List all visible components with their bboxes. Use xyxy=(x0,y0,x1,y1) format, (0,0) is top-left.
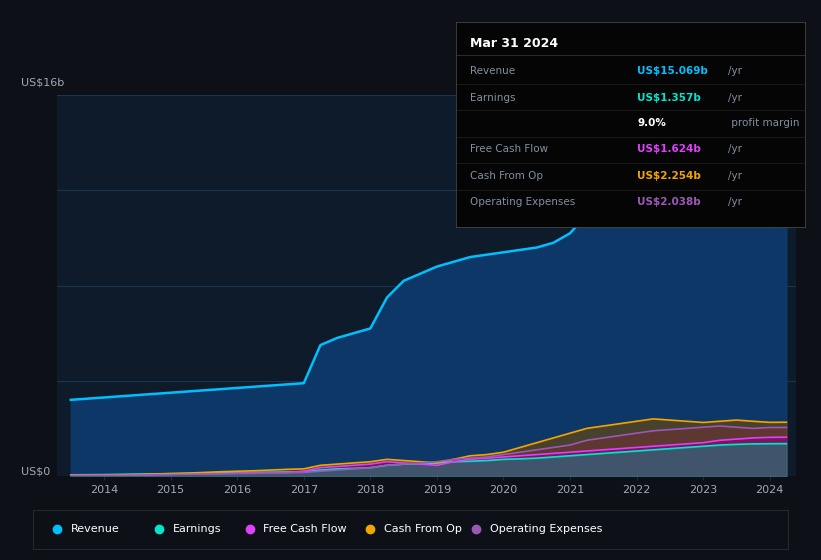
Text: Free Cash Flow: Free Cash Flow xyxy=(470,144,548,154)
Text: Mar 31 2024: Mar 31 2024 xyxy=(470,37,557,50)
Text: Earnings: Earnings xyxy=(172,524,221,534)
Text: US$2.038b: US$2.038b xyxy=(637,197,701,207)
Text: Operating Expenses: Operating Expenses xyxy=(470,197,575,207)
Text: /yr: /yr xyxy=(728,67,742,77)
Text: US$1.624b: US$1.624b xyxy=(637,144,701,154)
Text: US$1.357b: US$1.357b xyxy=(637,93,701,103)
Text: Cash From Op: Cash From Op xyxy=(384,524,462,534)
Text: /yr: /yr xyxy=(728,144,742,154)
Text: /yr: /yr xyxy=(728,171,742,181)
Text: /yr: /yr xyxy=(728,197,742,207)
Text: 9.0%: 9.0% xyxy=(637,118,666,128)
Text: US$15.069b: US$15.069b xyxy=(637,67,708,77)
Text: US$16b: US$16b xyxy=(21,78,64,87)
Text: /yr: /yr xyxy=(728,93,742,103)
Text: Operating Expenses: Operating Expenses xyxy=(490,524,602,534)
Text: Revenue: Revenue xyxy=(71,524,119,534)
Text: profit margin: profit margin xyxy=(728,118,800,128)
Text: Earnings: Earnings xyxy=(470,93,515,103)
Text: Cash From Op: Cash From Op xyxy=(470,171,543,181)
Text: Free Cash Flow: Free Cash Flow xyxy=(264,524,346,534)
Text: Revenue: Revenue xyxy=(470,67,515,77)
Text: US$0: US$0 xyxy=(21,466,50,476)
Text: US$2.254b: US$2.254b xyxy=(637,171,701,181)
